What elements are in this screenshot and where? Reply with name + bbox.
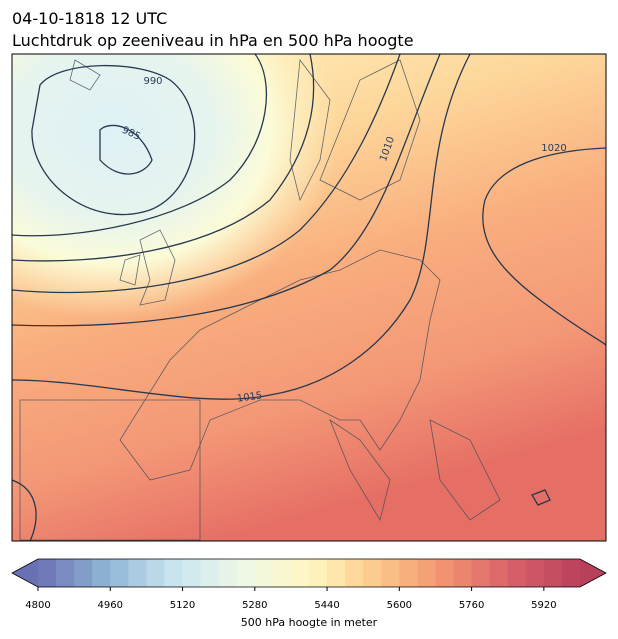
colorbar-tick-label: 4960 bbox=[98, 600, 123, 611]
colorbar-tick-label: 5600 bbox=[387, 600, 412, 611]
colorbar-extend-high bbox=[580, 559, 606, 587]
colorbar-bin bbox=[453, 559, 473, 587]
colorbar-bin bbox=[146, 559, 165, 587]
colorbar-bin bbox=[399, 559, 418, 587]
colorbar-tick-label: 5440 bbox=[314, 600, 339, 611]
colorbar-bin bbox=[309, 559, 328, 587]
colorbar-bin bbox=[200, 559, 220, 587]
colorbar-bin bbox=[290, 559, 310, 587]
colorbar-bin bbox=[56, 559, 75, 587]
contour-label: 1015 bbox=[236, 390, 263, 404]
contour-label: 990 bbox=[143, 76, 162, 87]
colorbar-bin bbox=[128, 559, 147, 587]
colorbar-tick-label: 5760 bbox=[459, 600, 484, 611]
colorbar-extend-low bbox=[12, 559, 38, 587]
colorbar-bin bbox=[471, 559, 491, 587]
colorbar-bin bbox=[110, 559, 129, 587]
map: 990 985 1010 1020 1015 bbox=[12, 54, 606, 541]
colorbar-tick-label: 5280 bbox=[242, 600, 267, 611]
colorbar-bin bbox=[507, 559, 527, 587]
colorbar-bin bbox=[435, 559, 455, 587]
colorbar-bin bbox=[327, 559, 346, 587]
subtitle: Luchtdruk op zeeniveau in hPa en 500 hPa… bbox=[12, 31, 414, 50]
colorbar-bin bbox=[363, 559, 382, 587]
colorbar-bin bbox=[345, 559, 364, 587]
colorbar-tick-label: 4800 bbox=[25, 600, 50, 611]
title: 04-10-1818 12 UTC bbox=[12, 9, 167, 28]
colorbar-bin bbox=[417, 559, 436, 587]
colorbar-bin bbox=[92, 559, 111, 587]
colorbar-label: 500 hPa hoogte in meter bbox=[241, 616, 378, 629]
colorbar-bin bbox=[74, 559, 93, 587]
colorbar-bin bbox=[164, 559, 184, 587]
colorbar: 4800 4960 5120 5280 5440 5600 5760 5920 bbox=[11, 558, 607, 611]
colorbar-bin bbox=[272, 559, 292, 587]
colorbar-bin bbox=[489, 559, 509, 587]
colorbar-bin bbox=[381, 559, 400, 587]
colorbar-bin bbox=[543, 559, 563, 587]
colorbar-tick-label: 5920 bbox=[531, 600, 556, 611]
colorbar-tick-label: 5120 bbox=[170, 600, 195, 611]
contour-label: 1020 bbox=[541, 143, 566, 154]
colorbar-bin bbox=[218, 559, 238, 587]
colorbar-bin bbox=[38, 559, 57, 587]
colorbar-bin bbox=[236, 559, 256, 587]
colorbar-bin bbox=[525, 559, 545, 587]
map-frame bbox=[11, 53, 607, 542]
colorbar-bin bbox=[182, 559, 202, 587]
colorbar-bin bbox=[254, 559, 274, 587]
colorbar-outline bbox=[11, 558, 607, 588]
colorbar-bin bbox=[561, 559, 581, 587]
